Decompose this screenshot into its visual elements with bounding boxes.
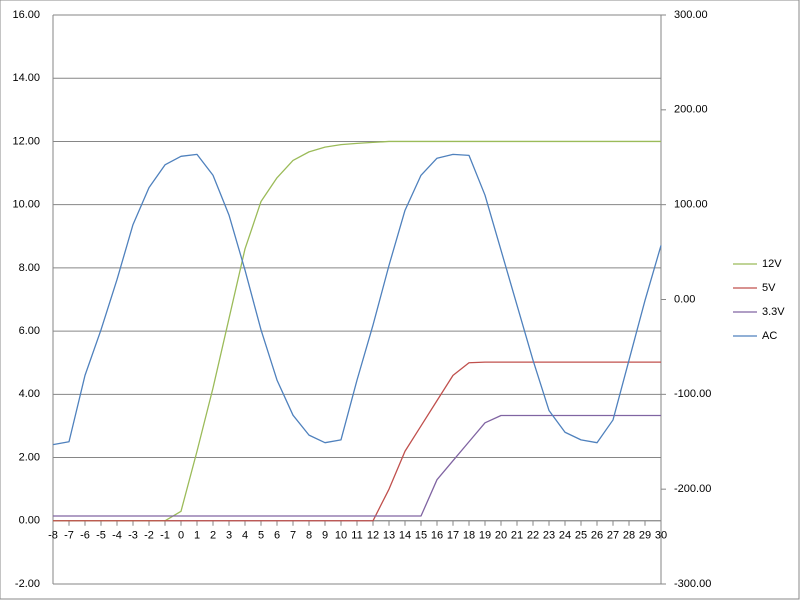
- x-tick-label: -1: [160, 530, 170, 542]
- y2-tick-label: 0.00: [674, 293, 695, 305]
- x-tick-label: 22: [527, 530, 539, 542]
- x-tick-label: -7: [64, 530, 74, 542]
- x-tick-label: 1: [194, 530, 200, 542]
- x-tick-label: 14: [399, 530, 411, 542]
- series-line: [52, 153, 662, 446]
- y-tick-label: 12.00: [12, 135, 40, 147]
- legend-label: AC: [762, 330, 777, 342]
- x-tick-label: 6: [274, 530, 280, 542]
- x-tick-label: 3: [226, 530, 232, 542]
- x-tick-label: 5: [258, 530, 264, 542]
- y2-tick-label: -200.00: [674, 483, 711, 495]
- y2-tick-label: -100.00: [674, 388, 711, 400]
- y-tick-label: 6.00: [19, 325, 40, 337]
- y-tick-label: -2.00: [15, 578, 40, 590]
- x-tick-label: 2: [210, 530, 216, 542]
- x-tick-label: 8: [306, 530, 312, 542]
- x-tick-label: -6: [80, 530, 90, 542]
- x-tick-label: 15: [415, 530, 427, 542]
- series-line: [53, 414, 661, 517]
- y2-tick-label: 100.00: [674, 199, 708, 211]
- legend-label: 12V: [762, 258, 782, 270]
- x-tick-label: -2: [144, 530, 154, 542]
- x-tick-label: 24: [559, 530, 571, 542]
- x-tick-label: 27: [607, 530, 619, 542]
- y2-tick-label: -300.00: [674, 578, 711, 590]
- series-line: [53, 361, 661, 522]
- x-tick-label: 20: [495, 530, 507, 542]
- x-tick-label: 11: [351, 530, 362, 542]
- x-tick-label: 26: [591, 530, 603, 542]
- x-tick-label: 28: [623, 530, 635, 542]
- x-tick-label: 23: [543, 530, 555, 542]
- x-tick-label: 16: [431, 530, 443, 542]
- x-tick-label: 18: [463, 530, 475, 542]
- y-tick-label: 10.00: [12, 199, 40, 211]
- x-tick-label: 25: [575, 530, 587, 542]
- x-tick-label: 19: [479, 530, 491, 542]
- x-tick-label: 12: [367, 530, 379, 542]
- y-tick-label: 2.00: [19, 451, 40, 463]
- x-tick-label: 10: [335, 530, 347, 542]
- x-tick-label: -5: [96, 530, 106, 542]
- y-tick-label: 4.00: [19, 388, 40, 400]
- x-tick-label: 4: [242, 530, 248, 542]
- x-tick-label: 7: [290, 530, 296, 542]
- x-tick-label: 0: [178, 530, 184, 542]
- y-tick-label: 16.00: [12, 9, 40, 21]
- x-tick-label: -4: [112, 530, 122, 542]
- x-tick-label: 29: [639, 530, 651, 542]
- x-tick-label: 30: [655, 530, 667, 542]
- x-tick-label: 21: [511, 530, 523, 542]
- x-tick-label: 13: [383, 530, 395, 542]
- legend-label: 5V: [762, 282, 776, 294]
- y2-tick-label: 200.00: [674, 104, 708, 116]
- legend-label: 3.3V: [762, 306, 785, 318]
- y2-tick-label: 300.00: [674, 9, 708, 21]
- x-tick-label: 17: [447, 530, 459, 542]
- y-tick-label: 14.00: [12, 72, 40, 84]
- y-tick-label: 8.00: [19, 262, 40, 274]
- y-tick-label: 0.00: [19, 515, 40, 527]
- x-tick-label: 9: [322, 530, 328, 542]
- x-tick-label: -8: [48, 530, 58, 542]
- x-tick-label: -3: [128, 530, 138, 542]
